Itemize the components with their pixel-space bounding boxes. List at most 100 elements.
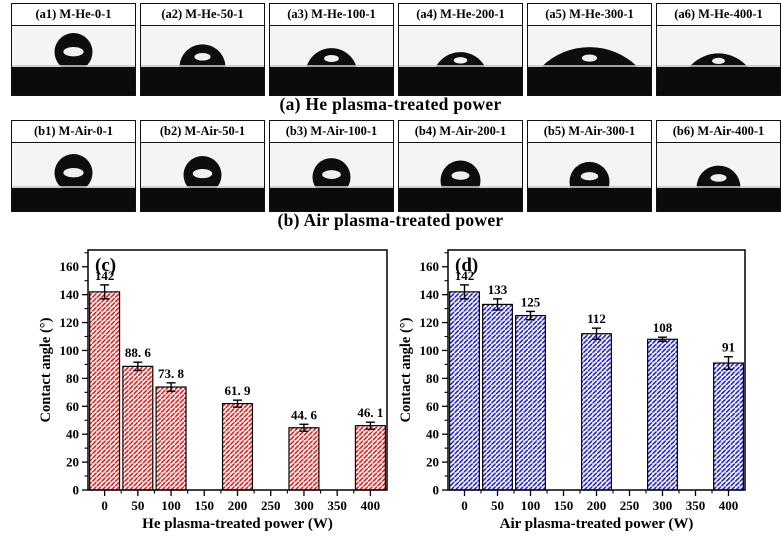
surface-reflection-line: [657, 186, 780, 188]
x-tick-label: 0: [101, 498, 108, 513]
surface-reflection-line: [399, 65, 522, 67]
droplet-panel: (b3) M-Air-100-1: [269, 120, 394, 212]
droplet-highlight: [580, 172, 599, 181]
x-tick-label: 350: [327, 498, 347, 513]
droplet-panel: (b1) M-Air-0-1: [11, 120, 136, 212]
droplet-photo: [657, 26, 780, 95]
y-tick-label: 20: [66, 455, 79, 470]
substrate-band: [528, 67, 651, 95]
surface-reflection-line: [270, 186, 393, 188]
x-tick-label: 300: [653, 498, 673, 513]
panel-label: (b1) M-Air-0-1: [12, 121, 135, 143]
bar-value-label: 133: [488, 282, 508, 297]
surface-reflection-line: [270, 65, 393, 67]
surface-reflection-line: [528, 186, 651, 188]
y-tick-label: 160: [60, 259, 80, 274]
droplet-highlight: [63, 167, 84, 178]
y-tick-label: 140: [420, 287, 440, 302]
bar: [221, 403, 254, 491]
surface-reflection-line: [141, 65, 264, 67]
y-tick-label: 140: [60, 287, 80, 302]
y-axis-title: Contact angle (°): [398, 317, 414, 422]
substrate-band: [528, 188, 651, 211]
bar: [581, 333, 612, 491]
substrate-band: [12, 67, 135, 95]
droplet-panel: (b6) M-Air-400-1: [656, 120, 781, 212]
bar-value-label: 125: [521, 294, 541, 309]
x-tick-label: 200: [587, 498, 607, 513]
droplet-photo: [12, 26, 135, 95]
droplet-highlight: [63, 46, 84, 57]
substrate-band: [12, 188, 135, 211]
x-tick-label: 0: [461, 498, 468, 513]
bar-value-label: 142: [455, 268, 475, 283]
x-tick-label: 50: [491, 498, 504, 513]
bar-value-label: 88. 6: [125, 345, 152, 360]
y-tick-label: 160: [420, 259, 440, 274]
x-axis-title: He plasma-treated power (W): [142, 516, 333, 532]
y-tick-label: 120: [60, 315, 80, 330]
panel-label: (a5) M-He-300-1: [528, 4, 651, 26]
x-tick-label: 200: [228, 498, 248, 513]
panel-label: (a3) M-He-100-1: [270, 4, 393, 26]
surface-reflection-line: [399, 186, 522, 188]
bar: [713, 362, 744, 491]
droplet-panel: (a2) M-He-50-1: [140, 3, 265, 96]
substrate-band: [399, 67, 522, 95]
y-tick-label: 100: [420, 343, 440, 358]
panel-label: (b2) M-Air-50-1: [141, 121, 264, 143]
y-tick-label: 60: [426, 399, 439, 414]
x-axis-title: Air plasma-treated power (W): [500, 516, 694, 532]
droplet-row-air: (b1) M-Air-0-1 (b2) M-Air-50-1 (b3) M-Air-…: [11, 120, 781, 212]
bar-value-label: 46. 1: [357, 405, 383, 420]
substrate-band: [399, 188, 522, 211]
x-tick-label: 50: [131, 498, 144, 513]
x-tick-label: 350: [686, 498, 706, 513]
bar: [647, 338, 678, 491]
droplet-highlight: [453, 57, 468, 64]
droplet-panel: (a6) M-He-400-1: [656, 3, 781, 96]
x-tick-label: 400: [361, 498, 381, 513]
bar: [122, 365, 154, 491]
bar: [515, 314, 546, 491]
bar-value-label: 142: [95, 268, 115, 283]
surface-reflection-line: [12, 65, 135, 67]
x-tick-label: 400: [719, 498, 739, 513]
droplet-highlight: [710, 174, 727, 182]
bar-value-label: 73. 8: [158, 366, 185, 381]
droplet-highlight: [451, 171, 470, 180]
droplet-photo: [528, 26, 651, 95]
surface-reflection-line: [528, 65, 651, 67]
droplet-photo: [399, 143, 522, 211]
bar: [482, 303, 513, 491]
droplet-highlight: [581, 54, 598, 62]
panel-letter: (d): [455, 255, 478, 276]
droplet-panel: (b2) M-Air-50-1: [140, 120, 265, 212]
substrate-band: [141, 188, 264, 211]
panel-label: (b6) M-Air-400-1: [657, 121, 780, 143]
surface-reflection-line: [657, 65, 780, 67]
substrate-band: [657, 67, 780, 95]
droplet-photo: [141, 26, 264, 95]
panel-label: (a1) M-He-0-1: [12, 4, 135, 26]
y-tick-label: 120: [420, 315, 440, 330]
droplet-panel: (b4) M-Air-200-1: [398, 120, 523, 212]
panel-label: (b4) M-Air-200-1: [399, 121, 522, 143]
bar-value-label: 91: [722, 340, 735, 355]
bar-value-label: 112: [587, 311, 606, 326]
surface-reflection-line: [12, 186, 135, 188]
droplet-highlight: [324, 55, 339, 63]
droplet-row-he: (a1) M-He-0-1 (a2) M-He-50-1 (a3) M-He-100…: [11, 3, 781, 96]
surface-reflection-line: [141, 186, 264, 188]
droplet-photo: [399, 26, 522, 95]
droplet-photo: [528, 143, 651, 211]
droplet-highlight: [194, 53, 211, 61]
panel-label: (b5) M-Air-300-1: [528, 121, 651, 143]
y-tick-label: 100: [60, 343, 80, 358]
droplet-photo: [270, 26, 393, 95]
panel-label: (a6) M-He-400-1: [657, 4, 780, 26]
droplet-photo: [12, 143, 135, 211]
